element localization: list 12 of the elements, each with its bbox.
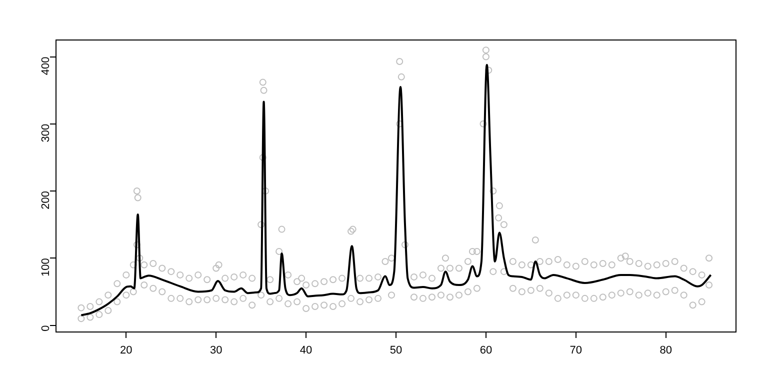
x-tick-label: 30 bbox=[210, 344, 222, 357]
x-tick-label: 60 bbox=[480, 344, 492, 357]
x-tick-label: 70 bbox=[570, 344, 582, 357]
y-tick-label: 400 bbox=[40, 56, 52, 76]
x-tick-label: 20 bbox=[120, 344, 132, 357]
x-tick-label: 40 bbox=[300, 344, 312, 357]
x-tick-label: 80 bbox=[660, 344, 672, 357]
y-tick-label: 100 bbox=[40, 258, 52, 277]
y-tick-label: 0 bbox=[40, 325, 52, 332]
y-tick-label: 300 bbox=[40, 124, 52, 142]
y-tick-label: 200 bbox=[40, 191, 52, 210]
x-tick-label: 50 bbox=[390, 344, 402, 357]
